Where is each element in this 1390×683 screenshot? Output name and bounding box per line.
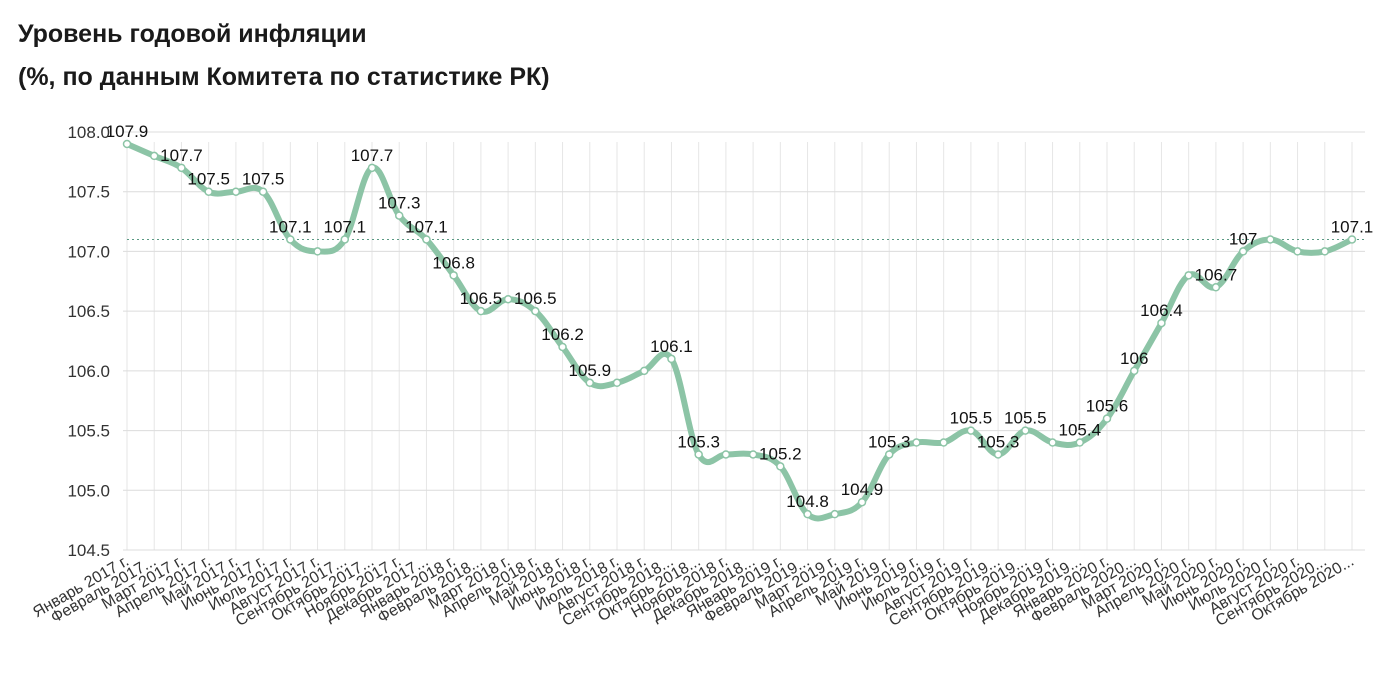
series-layer — [124, 140, 1355, 522]
data-label: 105.3 — [868, 432, 911, 451]
data-point — [1293, 247, 1302, 256]
data-label: 104.8 — [786, 492, 829, 511]
data-point — [1184, 271, 1193, 280]
grid-lines — [123, 131, 1365, 551]
data-point — [1021, 426, 1030, 435]
y-axis: 104.5 105.0 105.5 106.0 106.5 107.0 107.5 108.0 — [67, 123, 110, 560]
y-tick-label: 106.5 — [67, 302, 110, 321]
chart-title: Уровень годовой инфляции — [18, 20, 367, 48]
data-label: 105.2 — [759, 444, 802, 463]
data-label: 106.4 — [1140, 301, 1183, 320]
data-point — [286, 235, 295, 244]
y-tick-label: 104.5 — [67, 541, 110, 560]
data-point — [340, 235, 350, 244]
y-tick-label: 107.5 — [67, 183, 110, 202]
data-point — [122, 139, 132, 149]
data-point — [149, 151, 159, 161]
inflation-series-line — [124, 140, 1355, 522]
data-point — [258, 187, 268, 196]
y-tick-label: 105.0 — [67, 481, 110, 500]
data-labels-layer: 107.9 107.7 107.5 107.5 107.1 107.1 107.7 107.3… — [106, 122, 1374, 511]
data-point — [367, 163, 377, 173]
y-tick-label: 106.0 — [67, 362, 110, 381]
data-label: 107.7 — [160, 146, 203, 165]
data-point — [558, 342, 567, 352]
data-label: 105.5 — [950, 409, 993, 428]
data-label: 107.5 — [242, 170, 285, 189]
data-point — [1075, 438, 1085, 447]
data-label: 104.9 — [841, 480, 884, 499]
data-label: 107 — [1229, 229, 1257, 248]
data-point — [830, 509, 840, 519]
data-point — [1211, 283, 1221, 292]
data-point — [177, 163, 186, 173]
data-point — [476, 306, 486, 316]
data-point — [394, 211, 404, 220]
data-label: 105.9 — [569, 361, 612, 380]
data-point — [449, 271, 458, 280]
data-label: 106.7 — [1195, 265, 1238, 284]
chart-subtitle: (%, по данным Комитета по статистике РК) — [18, 63, 550, 91]
data-point — [503, 294, 513, 304]
data-label: 106.5 — [460, 289, 503, 308]
data-point — [966, 426, 976, 435]
data-point — [912, 438, 921, 447]
data-point — [422, 235, 431, 244]
data-point — [694, 450, 703, 459]
data-point — [1129, 366, 1139, 376]
data-label: 107.9 — [106, 122, 149, 141]
y-tick-label: 107.0 — [67, 242, 110, 261]
data-label: 107.3 — [378, 194, 421, 213]
data-point — [612, 378, 622, 388]
data-point — [993, 450, 1003, 459]
data-label: 106.1 — [650, 337, 693, 356]
data-point — [776, 462, 785, 471]
data-point — [585, 378, 595, 388]
data-point — [1157, 318, 1166, 328]
data-label: 107.1 — [405, 217, 448, 236]
data-label: 105.4 — [1059, 421, 1102, 440]
x-axis: Январь 2017 г.Февраль 2017...Март 2017 г… — [30, 553, 1357, 630]
data-point — [1347, 235, 1357, 244]
data-point — [231, 187, 241, 196]
data-label: 107.5 — [187, 170, 230, 189]
data-point — [857, 497, 867, 507]
points-layer — [122, 139, 1357, 519]
data-point — [884, 450, 894, 459]
data-point — [1048, 438, 1057, 447]
data-label: 106 — [1120, 349, 1148, 368]
data-label: 107.1 — [324, 217, 367, 236]
data-label: 107.1 — [269, 217, 312, 236]
data-point — [313, 247, 322, 256]
data-label: 105.3 — [977, 432, 1020, 451]
data-point — [1102, 414, 1112, 423]
data-label: 107.1 — [1331, 217, 1374, 236]
data-point — [803, 509, 812, 519]
data-point — [639, 366, 649, 376]
y-tick-label: 105.5 — [67, 422, 110, 441]
data-point — [1320, 247, 1330, 256]
data-label: 106.2 — [541, 325, 584, 344]
data-point — [667, 354, 676, 364]
data-point — [204, 187, 213, 196]
data-point — [1238, 247, 1248, 256]
data-label: 105.3 — [677, 432, 720, 451]
data-label: 107.7 — [351, 146, 394, 165]
data-label: 106.5 — [514, 289, 557, 308]
data-point — [748, 450, 758, 459]
data-point — [939, 438, 948, 447]
data-point — [721, 450, 731, 459]
data-label: 106.8 — [432, 253, 475, 272]
data-point — [531, 306, 540, 316]
data-point — [1266, 235, 1275, 244]
y-tick-label: 108.0 — [67, 123, 110, 142]
data-label: 105.5 — [1004, 409, 1047, 428]
data-label: 105.6 — [1086, 397, 1129, 416]
